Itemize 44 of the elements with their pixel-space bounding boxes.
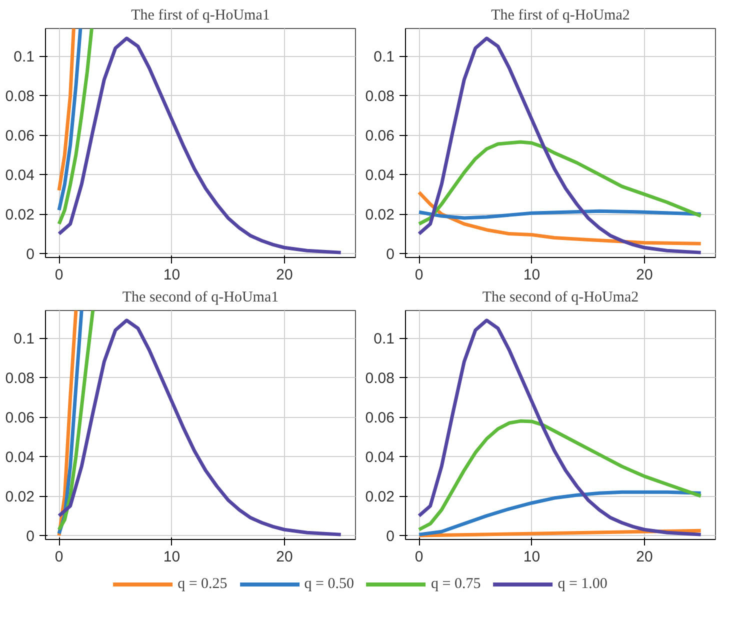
x-tick-label: 20: [636, 548, 653, 566]
x-tick-label: 0: [414, 266, 424, 284]
x-tick-label: 20: [276, 266, 293, 284]
y-tick-label: 0.08: [5, 370, 35, 388]
x-tick-label: 10: [523, 548, 540, 566]
y-tick-label: 0.1: [14, 48, 35, 66]
x-tick-label: 0: [414, 548, 424, 566]
y-tick-label: 0.08: [365, 370, 395, 388]
chart-title: The first of q-HoUma2: [491, 8, 630, 24]
y-tick-label: 0.1: [374, 48, 395, 66]
y-tick-label: 0: [386, 528, 394, 546]
y-tick-label: 0.02: [5, 206, 35, 224]
y-tick-label: 0.1: [14, 330, 35, 348]
y-tick-label: 0.02: [5, 488, 35, 506]
x-tick-label: 10: [523, 266, 540, 284]
legend-label: q = 0.50: [304, 576, 354, 592]
y-tick-label: 0.1: [374, 330, 395, 348]
y-tick-label: 0.08: [5, 88, 35, 106]
y-tick-label: 0.02: [365, 488, 395, 506]
x-tick-label: 0: [54, 266, 64, 284]
x-tick-label: 20: [276, 548, 293, 566]
y-tick-label: 0.04: [365, 449, 395, 466]
x-tick-label: 10: [163, 548, 180, 566]
y-tick-label: 0.02: [365, 206, 395, 224]
y-tick-label: 0.04: [365, 167, 395, 184]
y-tick-label: 0: [26, 528, 34, 546]
y-tick-label: 0: [26, 246, 34, 264]
chart-title: The second of q-HoUma1: [122, 290, 279, 306]
legend-label: q = 0.75: [431, 576, 481, 592]
y-tick-label: 0.06: [5, 410, 35, 427]
y-tick-label: 0.08: [365, 88, 395, 106]
chart-title: The second of q-HoUma2: [482, 290, 639, 306]
x-tick-label: 0: [54, 548, 64, 566]
y-tick-label: 0.06: [365, 128, 395, 145]
y-tick-label: 0.06: [5, 128, 35, 145]
y-tick-label: 0.04: [5, 167, 35, 184]
chart-title: The first of q-HoUma1: [131, 8, 270, 24]
x-tick-label: 10: [163, 266, 180, 284]
x-tick-label: 20: [636, 266, 653, 284]
legend-label: q = 1.00: [558, 576, 608, 592]
y-tick-label: 0.04: [5, 449, 35, 466]
y-tick-label: 0.06: [365, 410, 395, 427]
y-tick-label: 0: [386, 246, 394, 264]
legend-label: q = 0.25: [178, 576, 228, 592]
